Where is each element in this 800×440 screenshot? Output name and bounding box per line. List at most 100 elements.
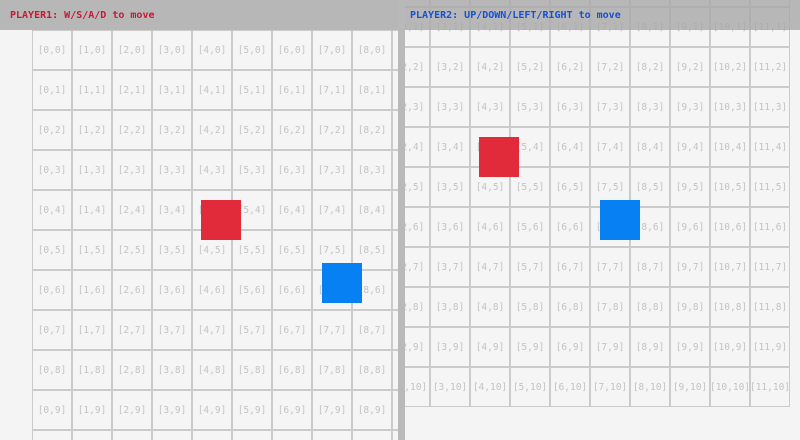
grid-cell: [0,8] [32,350,72,390]
cell-label: [11,9] [752,341,788,353]
grid-cell: [1,10] [72,430,112,440]
grid-cell: [8,10] [352,430,392,440]
player2-header: PLAYER2: UP/DOWN/LEFT/RIGHT to move [400,0,800,30]
player2-piece [322,263,362,303]
grid-cell: [7,8] [590,287,630,327]
grid-cell: [4,10] [470,367,510,407]
grid-cell: [8,8] [352,350,392,390]
cell-label: [5,7] [515,261,545,273]
grid-cell: [2,1] [112,70,152,110]
cell-label: [9,2] [675,61,705,73]
grid-cell: [6,7] [272,310,312,350]
cell-label: [7,3] [317,164,347,176]
grid-cell: [5,6] [510,207,550,247]
grid-cell: [5,7] [510,247,550,287]
grid-cell: [3,8] [430,287,470,327]
grid-cell: [3,3] [152,150,192,190]
player2-grid: [0,0][1,0][2,0][3,0][4,0][5,0][6,0][7,0]… [400,0,790,407]
grid-cell: [5,5] [232,230,272,270]
grid-cell: [9,9] [670,327,710,367]
cell-label: [5,9] [237,404,267,416]
cell-label: [2,7] [117,324,147,336]
grid-cell: [2,8] [112,350,152,390]
cell-label: [3,4] [435,141,465,153]
cell-label: [10,3] [712,101,748,113]
cell-label: [3,2] [435,61,465,73]
cell-label: [4,5] [197,244,227,256]
player1-panel[interactable]: [0,0] [1,0] [2,0] [3,0] [4,0] [5,0] [6,0] [7,0]… [0,0,400,440]
cell-label: [1,1] [77,84,107,96]
grid-cell: [3,9] [430,327,470,367]
grid-cell: [3,5] [152,230,192,270]
player2-panel[interactable]: [0,0][1,0][2,0][3,0][4,0][5,0][6,0][7,0]… [400,0,800,440]
grid-cell: [1,4] [72,190,112,230]
cell-label: [8,2] [357,124,387,136]
cell-label: [7,7] [317,324,347,336]
grid-cell: [2,7] [400,247,430,287]
cell-label: [10,10] [709,381,751,393]
cell-label: [10,7] [712,261,748,273]
grid-cell: [5,8] [510,287,550,327]
grid-cell: [6,8] [550,287,590,327]
cell-label: [4,2] [475,61,505,73]
cell-label: [3,7] [435,261,465,273]
cell-label: [0,1] [37,84,67,96]
cell-label: [7,10] [592,381,628,393]
cell-label: [8,2] [635,61,665,73]
grid-cell: [2,8] [400,287,430,327]
grid-cell: [1,9] [72,390,112,430]
player2-title: PLAYER2: UP/DOWN/LEFT/RIGHT to move [410,9,621,21]
cell-label: [2,10] [400,381,428,393]
grid-cell: [5,2] [510,47,550,87]
grid-cell: [8,3] [352,150,392,190]
cell-label: [9,10] [672,381,708,393]
grid-cell: [5,0] [232,30,272,70]
grid-cell: [6,4] [550,127,590,167]
cell-label: [3,10] [432,381,468,393]
cell-label: [6,3] [555,101,585,113]
cell-label: [5,7] [237,324,267,336]
cell-label: [7,4] [317,204,347,216]
cell-label: [5,2] [237,124,267,136]
grid-cell: [4,9] [192,390,232,430]
cell-label: [4,10] [472,381,508,393]
grid-cell: [9,10] [392,430,400,440]
grid-cell: [11,10] [750,367,790,407]
cell-label: [8,8] [357,364,387,376]
grid-cell: [5,9] [232,390,272,430]
grid-cell: [7,8] [312,350,352,390]
cell-label: [10,6] [712,221,748,233]
cell-label: [1,6] [77,284,107,296]
grid-cell: [11,9] [750,327,790,367]
grid-cell: [8,9] [352,390,392,430]
grid-cell: [5,1] [232,70,272,110]
cell-label: [4,3] [197,164,227,176]
cell-label: [2,7] [400,261,425,273]
cell-label: [4,5] [475,181,505,193]
grid-cell: [0,10] [32,430,72,440]
grid-cell: [10,6] [710,207,750,247]
grid-cell: [2,9] [112,390,152,430]
grid-cell: [8,4] [630,127,670,167]
cell-label: [10,4] [712,141,748,153]
grid-cell: [8,2] [630,47,670,87]
grid-cell: [1,8] [72,350,112,390]
grid-cell: [11,7] [750,247,790,287]
grid-cell: [2,4] [400,127,430,167]
cell-label: [11,4] [752,141,788,153]
grid-cell: [4,3] [470,87,510,127]
grid-cell: [10,3] [710,87,750,127]
cell-label: [1,2] [77,124,107,136]
grid-cell: [7,10] [312,430,352,440]
cell-label: [4,1] [197,84,227,96]
grid-cell: [7,4] [312,190,352,230]
cell-label: [2,8] [117,364,147,376]
cell-label: [0,0] [37,44,67,56]
grid-cell: [6,6] [272,270,312,310]
cell-label: [4,8] [197,364,227,376]
cell-label: [5,3] [237,164,267,176]
panel-divider [398,0,405,440]
cell-label: [5,3] [515,101,545,113]
grid-cell: [2,10] [112,430,152,440]
grid-cell: [3,10] [152,430,192,440]
